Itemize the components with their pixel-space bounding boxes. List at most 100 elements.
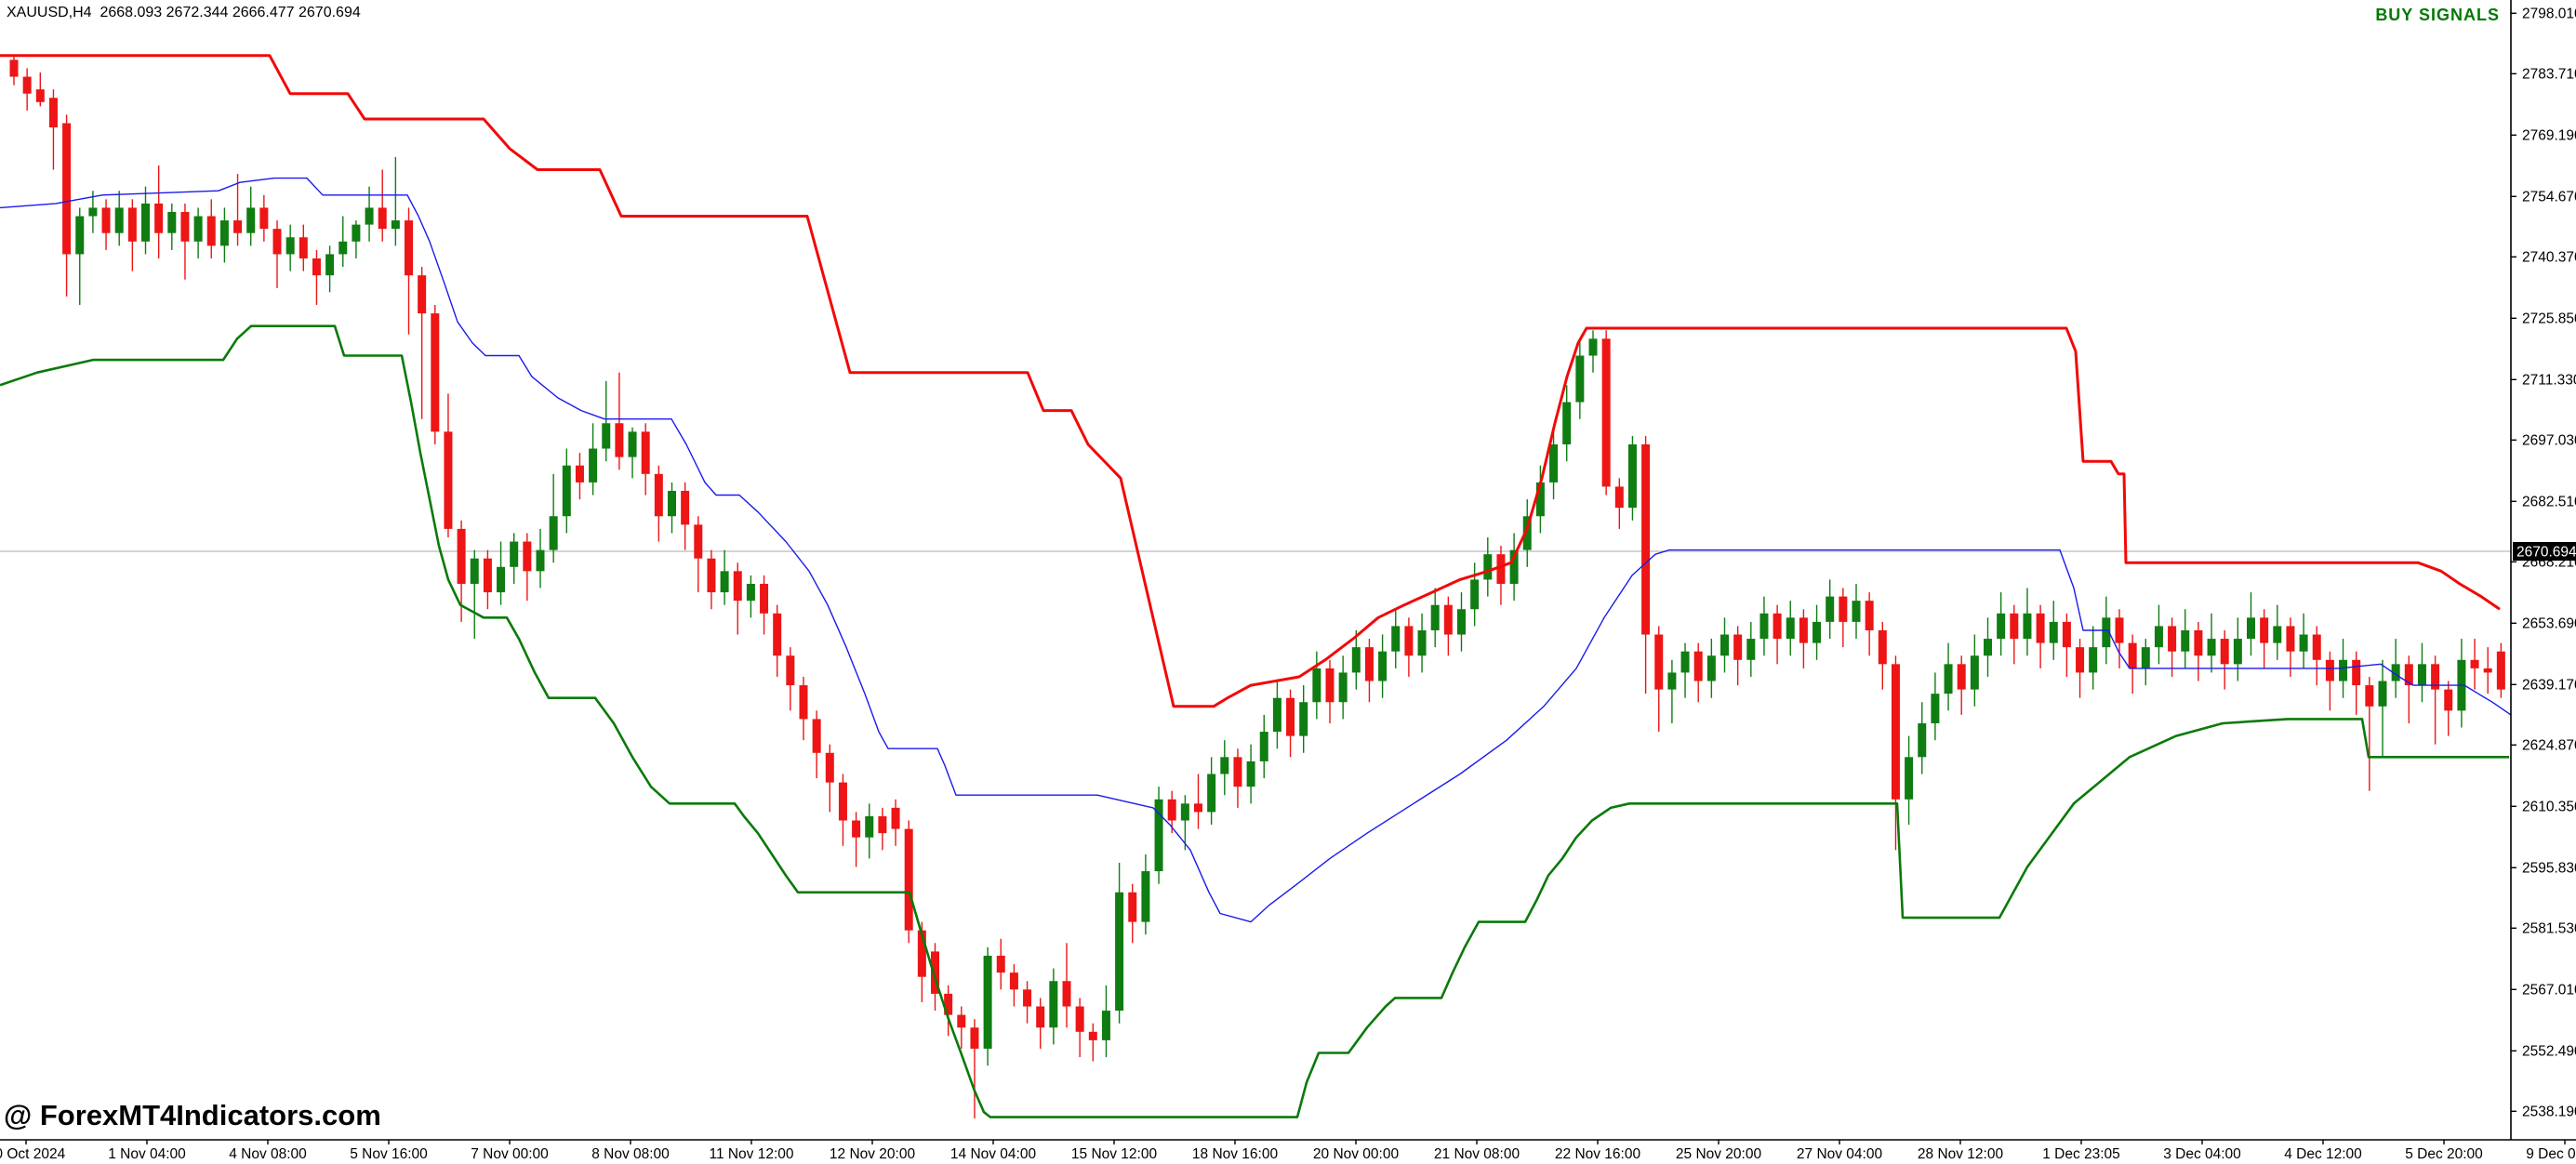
- candle-bull: [246, 207, 256, 233]
- candle-bull: [365, 207, 374, 225]
- candle-bull: [1575, 355, 1585, 403]
- candle-bull: [1259, 732, 1268, 761]
- candle-bear: [812, 719, 821, 753]
- candle-bull: [1312, 668, 1321, 703]
- candle-bear: [272, 229, 282, 255]
- candle-bear: [2444, 689, 2453, 711]
- candle-bear: [2260, 617, 2269, 643]
- candle-bear: [917, 930, 926, 977]
- price-tick-label: 2653.690: [2522, 615, 2576, 631]
- time-tick-label: 15 Nov 12:00: [1071, 1146, 1158, 1162]
- candle-bear: [1878, 629, 1887, 665]
- time-tick-label: 4 Dec 12:00: [2284, 1146, 2362, 1162]
- candle-bear: [1773, 613, 1782, 640]
- candle-bear: [654, 473, 663, 517]
- candle-bull: [285, 237, 295, 255]
- candle-bull: [1509, 549, 1519, 584]
- candle-bull: [2154, 626, 2163, 648]
- candle-bear: [1364, 647, 1374, 681]
- candle-bull: [2339, 659, 2348, 681]
- candle-bear: [2115, 617, 2124, 643]
- candle-bear: [180, 211, 190, 242]
- candle-bull: [1759, 613, 1769, 640]
- candle-bull: [1207, 774, 1216, 813]
- candle-bull: [983, 955, 992, 1049]
- candle-bear: [838, 782, 847, 821]
- candle-bear: [878, 815, 887, 834]
- time-tick-label: 11 Nov 12:00: [709, 1146, 793, 1162]
- candle-bear: [1286, 697, 1295, 736]
- candle-bear: [1167, 799, 1176, 821]
- candle-bear: [2010, 613, 2019, 640]
- candle-bear: [1601, 338, 1611, 487]
- candle-bear: [444, 431, 453, 529]
- candle-bull: [562, 465, 571, 517]
- candle-bull: [628, 431, 637, 457]
- candle-bear: [575, 465, 584, 483]
- candle-bull: [1378, 651, 1388, 681]
- candle-bull: [1338, 672, 1348, 703]
- price-tick-label: 2725.850: [2522, 311, 2576, 326]
- candle-bull: [1706, 655, 1716, 681]
- candle-bull: [2299, 634, 2308, 652]
- price-tick-label: 2798.010: [2522, 6, 2576, 21]
- candle-bear: [996, 955, 1005, 973]
- price-tick-label: 2682.510: [2522, 494, 2576, 509]
- candle-bull: [167, 211, 177, 233]
- chart-title-ohlc: XAUUSD,H4 2668.093 2672.344 2666.477 267…: [7, 5, 361, 20]
- candle-bear: [641, 431, 650, 474]
- candle-bear: [62, 123, 72, 255]
- candle-bear: [2128, 642, 2137, 668]
- candle-bull: [1049, 981, 1058, 1028]
- time-tick-label: 7 Nov 00:00: [471, 1146, 549, 1162]
- candle-bull: [339, 241, 348, 255]
- candle-bear: [22, 76, 32, 94]
- candle-bull: [1299, 702, 1308, 736]
- candle-bear: [1075, 1006, 1084, 1032]
- candle-bear: [483, 558, 492, 593]
- candle-bull: [1562, 402, 1572, 444]
- candle-bear: [707, 558, 716, 593]
- candle-bear: [154, 203, 164, 233]
- candle-bear: [418, 275, 427, 314]
- price-tick-label: 2610.350: [2522, 799, 2576, 814]
- candle-bull: [2181, 629, 2190, 652]
- candle-bull: [1430, 604, 1440, 630]
- candle-bull: [2273, 626, 2282, 643]
- time-tick-label: 27 Nov 04:00: [1797, 1146, 1883, 1162]
- candle-bear: [825, 752, 834, 783]
- time-axis[interactable]: 30 Oct 2024 1 Nov 04:00 4 Nov 08:00 5 Nov 1…: [0, 1140, 2576, 1162]
- candle-bear: [1865, 601, 1874, 630]
- candle-bull: [1970, 655, 1979, 690]
- candle-bear: [2496, 651, 2505, 690]
- buy-signals-indicator-label: BUY SIGNALS: [2375, 6, 2500, 24]
- candle-bull: [1391, 626, 1401, 652]
- candle-bull: [549, 516, 558, 550]
- candle-bull: [1457, 609, 1466, 635]
- candle-bull: [1931, 694, 1940, 723]
- candle-bear: [1404, 626, 1414, 656]
- candle-bull: [2141, 647, 2150, 668]
- candle-bear: [378, 207, 387, 230]
- candle-bull: [325, 254, 335, 276]
- candle-bull: [1720, 634, 1729, 656]
- candle-bear: [1641, 443, 1651, 635]
- candle-bull: [1826, 596, 1835, 622]
- candle-bear: [1194, 803, 1202, 813]
- candle-bear: [1496, 554, 1506, 584]
- candle-bull: [1180, 803, 1189, 821]
- time-tick-label: 22 Nov 16:00: [1555, 1146, 1641, 1162]
- candle-bull: [114, 207, 124, 233]
- candle-bull: [1786, 617, 1795, 640]
- price-axis[interactable]: 2798.010 2783.710 2769.190 2754.670 2740.370…: [2511, 6, 2576, 1119]
- candle-bear: [2431, 664, 2440, 690]
- candle-bull: [470, 558, 479, 584]
- candle-bear: [2076, 647, 2085, 673]
- candle-bull: [2391, 664, 2400, 681]
- candle-bear: [2325, 659, 2334, 681]
- price-tick-label: 2711.330: [2522, 372, 2576, 388]
- candle-bull: [497, 566, 506, 593]
- candle-bull: [2233, 639, 2242, 665]
